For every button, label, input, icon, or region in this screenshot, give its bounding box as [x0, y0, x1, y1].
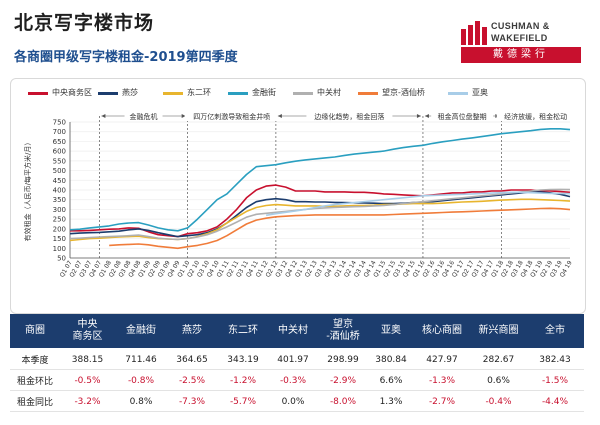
table-cell: 0.0% [281, 396, 305, 407]
table-header-cell: 核心商圈 [422, 325, 462, 336]
table-header-row: 商圈 中央 商务区 金融街 燕莎 东二环 中关村 望京 -酒仙桥 亚奥 核心商圈 新兴商圈 全市 [10, 314, 584, 348]
row-label: 租金环比 [16, 377, 53, 387]
table-header-cell: 金融街 [126, 325, 156, 336]
table-cell: -0.3% [279, 375, 307, 386]
table-header-cell: 中关村 [278, 325, 308, 336]
table-cell: 1.3% [379, 396, 403, 407]
legend-label: 亚奥 [472, 88, 488, 97]
table-cell: 0.6% [487, 375, 510, 386]
table-cell: -1.3% [428, 375, 456, 386]
table-cell: -0.5% [74, 375, 101, 386]
legend-swatch [358, 92, 378, 95]
page-title: 北京写字楼市场 [14, 12, 155, 34]
legend-label: 东二环 [187, 88, 211, 97]
legend-label: 中关村 [317, 88, 341, 97]
logo-line2: WAKEFIELD [491, 33, 548, 43]
legend-swatch [163, 92, 183, 95]
table-row: 本季度 388.15 711.46 364.65 343.19 401.97 298.99 3… [10, 350, 584, 370]
legend-swatch [28, 92, 48, 95]
table-cell: -2.9% [329, 375, 357, 386]
table-cell: 380.84 [375, 354, 407, 365]
table-cell: -0.8% [127, 375, 155, 386]
table-cell: -0.4% [485, 396, 512, 407]
legend-swatch [293, 92, 313, 95]
row-label: 租金同比 [16, 398, 53, 408]
legend-label: 望京-酒仙桥 [382, 88, 425, 97]
table-row: 租金同比 -3.2% 0.8% -7.3% -5.7% 0.0% -8.0% 1.3% -2.7… [10, 392, 584, 412]
table-cell: 382.43 [539, 354, 571, 365]
legend-swatch [228, 92, 248, 95]
table-cell: 364.65 [176, 354, 208, 365]
table-cell: 401.97 [277, 354, 309, 365]
table-cell: -1.2% [229, 375, 257, 386]
table-cell: 711.46 [125, 354, 157, 365]
legend-label: 燕莎 [122, 88, 138, 97]
table-cell: 298.99 [327, 354, 359, 365]
table-header-cell: 新兴商圈 [478, 325, 519, 336]
table-header-cell: 中央 商务区 [72, 319, 103, 342]
table-cell: -2.7% [428, 396, 456, 407]
table-cell: -3.2% [74, 396, 101, 407]
table-header-cell: 全市 [545, 325, 565, 336]
logo-line1: CUSHMAN & [491, 21, 550, 31]
logo-chinese: 戴德梁行 [461, 47, 581, 63]
page-subtitle: 各商圈甲级写字楼租金-2019第四季度 [14, 50, 238, 65]
table-cell: -5.7% [229, 396, 257, 407]
row-label: 本季度 [21, 356, 49, 366]
legend-label: 中央商务区 [52, 88, 92, 97]
table-cell: 6.6% [379, 375, 403, 386]
table-header-cell: 亚奥 [381, 325, 401, 336]
legend-label: 金融街 [252, 88, 276, 97]
table-cell: -8.0% [329, 396, 357, 407]
table-cell: -4.4% [541, 396, 569, 407]
table-cell: 282.67 [482, 354, 515, 365]
table-row: 租金环比 -0.5% -0.8% -2.5% -1.2% -0.3% -2.9% 6.6% -1… [10, 371, 584, 391]
legend-swatch [98, 92, 118, 95]
chart-panel [10, 78, 586, 314]
table-cell: -1.5% [541, 375, 569, 386]
table-header-cell: 商圈 [25, 325, 45, 336]
table-cell: 0.8% [129, 396, 153, 407]
brand-logo: CUSHMAN & WAKEFIELD 戴德梁行 [461, 17, 581, 63]
table-header-cell: 望京 -酒仙桥 [326, 319, 360, 342]
table-cell: -2.5% [178, 375, 206, 386]
table-header-cell: 东二环 [228, 325, 258, 336]
table-cell: 427.97 [426, 354, 458, 365]
table-cell: 343.19 [227, 354, 259, 365]
logo-mark-icon [461, 21, 487, 45]
table-cell: -7.3% [178, 396, 206, 407]
table-header-cell: 燕莎 [182, 325, 202, 336]
chart-legend: 中央商务区 燕莎 东二环 金融街 中关村 望京-酒仙桥 亚奥 [18, 86, 578, 100]
table-cell: 388.15 [71, 354, 104, 365]
legend-swatch [448, 92, 468, 95]
